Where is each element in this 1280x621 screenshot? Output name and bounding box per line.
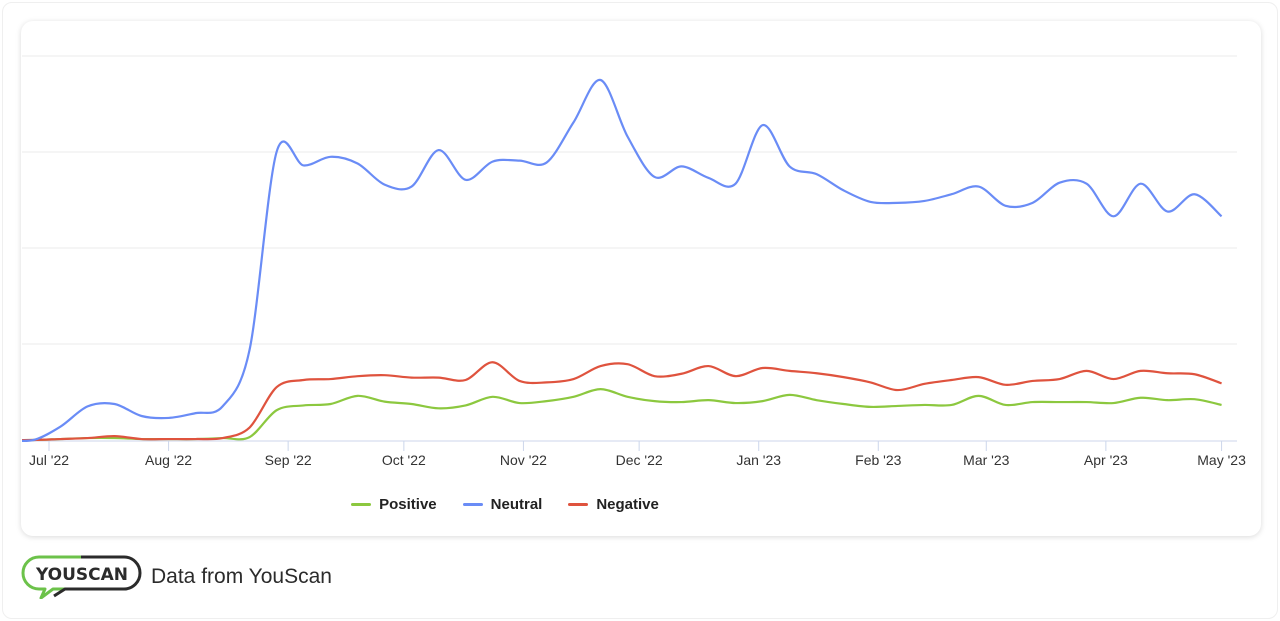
legend-swatch-neutral — [462, 503, 483, 506]
footer: YOUSCAN Data from YouScan — [21, 555, 332, 599]
footer-credit: Data from YouScan — [151, 565, 332, 588]
youscan-logo: YOUSCAN — [21, 555, 142, 599]
legend-item-positive[interactable]: Positive — [351, 496, 437, 513]
x-tick-label: Oct '22 — [382, 452, 426, 468]
logo-text: YOUSCAN — [35, 565, 128, 585]
legend-label: Positive — [379, 496, 437, 513]
legend-swatch-positive — [351, 503, 372, 506]
x-tick-label: Jan '23 — [736, 452, 781, 468]
x-tick-label: Aug '22 — [145, 452, 192, 468]
legend-swatch-negative — [568, 503, 589, 506]
x-axis: Jul '22 Aug '22 Sep '22 Oct '22 Nov '22 Dec '… — [22, 440, 1246, 468]
series-line-negative — [22, 361, 1222, 442]
x-tick-label: Jul '22 — [29, 452, 69, 468]
legend: Positive Neutral Negative — [0, 496, 1010, 513]
x-tick-label: Feb '23 — [855, 452, 901, 468]
x-tick-label: May '23 — [1197, 452, 1246, 468]
series-line-neutral — [22, 78, 1223, 442]
legend-item-negative[interactable]: Negative — [568, 496, 659, 513]
legend-label: Negative — [596, 496, 659, 513]
series-lines — [22, 78, 1223, 442]
x-tick-label: Mar '23 — [963, 452, 1009, 468]
legend-item-neutral[interactable]: Neutral — [462, 496, 543, 513]
legend-label: Neutral — [490, 496, 543, 513]
grid-lines — [22, 55, 1237, 345]
x-tick-label: Nov '22 — [500, 452, 547, 468]
x-tick-label: Sep '22 — [265, 452, 312, 468]
x-tick-label: Apr '23 — [1084, 452, 1128, 468]
x-tick-label: Dec '22 — [616, 452, 663, 468]
chart-card — [21, 21, 1261, 536]
